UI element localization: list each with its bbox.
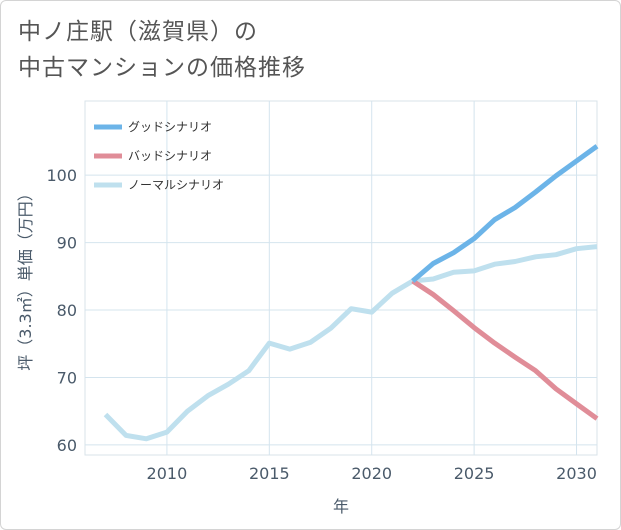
- y-tick-label: 70: [57, 368, 77, 387]
- x-axis-title: 年: [333, 497, 349, 516]
- series-lines: [103, 144, 599, 442]
- legend-label-1: バッドシナリオ: [128, 149, 212, 163]
- x-tick-label: 2010: [147, 464, 188, 483]
- series-line-1: [411, 278, 599, 421]
- chart-title: 中ノ庄駅（滋賀県）の 中古マンションの価格推移: [18, 14, 306, 86]
- legend-label-0: グッドシナリオ: [128, 120, 212, 134]
- x-tick-label: 2030: [556, 464, 597, 483]
- y-axis-title: 坪（3.3㎡）単価（万円）: [16, 185, 35, 370]
- plot-area-border: [84, 100, 598, 456]
- x-tick-label: 2025: [454, 464, 495, 483]
- axes: 2010 2015 2020 2025 2030 60 70 80 90 100 年 坪（3.3㎡）単…: [16, 166, 597, 516]
- x-tick-label: 2020: [351, 464, 392, 483]
- y-tick-label: 80: [57, 301, 77, 320]
- grid: [84, 100, 598, 456]
- x-tick-label: 2015: [249, 464, 290, 483]
- chart-title-line2: 中古マンションの価格推移: [18, 55, 306, 81]
- y-tick-label: 60: [57, 436, 77, 455]
- legend-label-2: ノーマルシナリオ: [128, 178, 224, 192]
- y-tick-label: 90: [57, 234, 77, 253]
- chart-title-line1: 中ノ庄駅（滋賀県）の: [18, 19, 258, 45]
- series-line-0: [411, 144, 599, 283]
- y-tick-label: 100: [46, 166, 77, 185]
- series-line-2: [103, 244, 598, 442]
